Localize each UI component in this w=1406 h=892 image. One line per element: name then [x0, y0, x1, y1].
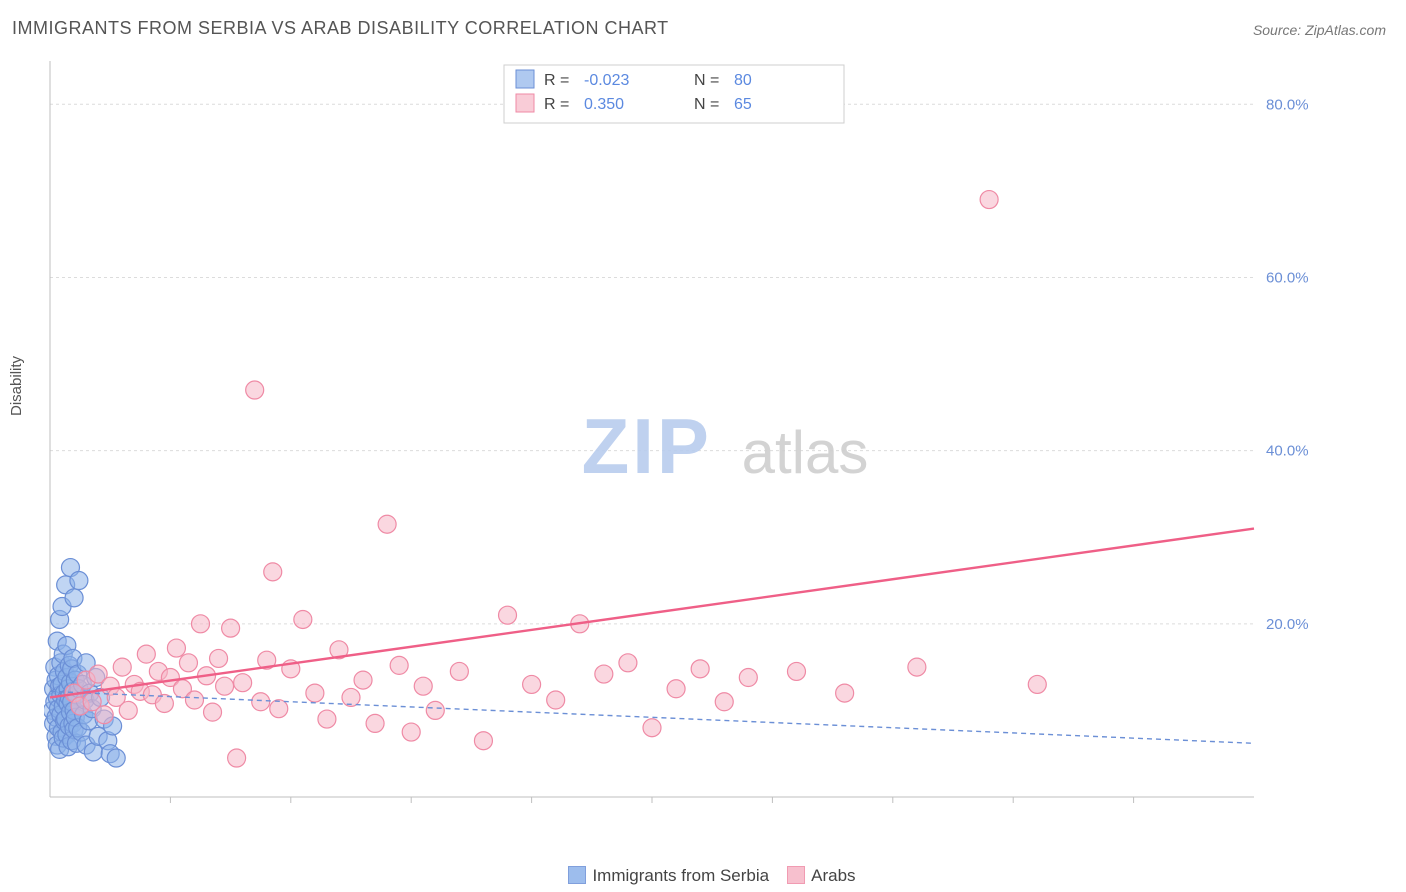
scatter-point [715, 693, 733, 711]
scatter-point [95, 706, 113, 724]
source-value: ZipAtlas.com [1305, 22, 1386, 38]
scatter-point [65, 589, 83, 607]
scatter-point [167, 639, 185, 657]
scatter-point [113, 658, 131, 676]
y-tick-label: 60.0% [1266, 269, 1309, 286]
scatter-point [270, 700, 288, 718]
legend-swatch [516, 70, 534, 88]
scatter-point [402, 723, 420, 741]
legend-series-label: Immigrants from Serbia [592, 866, 769, 885]
scatter-point [390, 656, 408, 674]
scatter-point [643, 719, 661, 737]
legend-swatch [516, 94, 534, 112]
scatter-point [264, 563, 282, 581]
scatter-point [179, 654, 197, 672]
scatter-point [523, 675, 541, 693]
legend-n-value: 65 [734, 96, 752, 113]
scatter-point [137, 645, 155, 663]
scatter-point [1028, 675, 1046, 693]
scatter-point [228, 749, 246, 767]
scatter-point [252, 693, 270, 711]
legend-series-label: Arabs [811, 866, 855, 885]
scatter-point [691, 660, 709, 678]
legend-n-value: 80 [734, 72, 752, 89]
scatter-point [306, 684, 324, 702]
series-serbia [44, 559, 125, 767]
scatter-point [318, 710, 336, 728]
chart-title: IMMIGRANTS FROM SERBIA VS ARAB DISABILIT… [12, 18, 669, 39]
legend-r-label: R = [544, 96, 569, 113]
trend-line-arabs [50, 529, 1254, 698]
legend-r-value: -0.023 [584, 72, 629, 89]
scatter-point [499, 606, 517, 624]
scatter-point [192, 615, 210, 633]
scatter-point [414, 677, 432, 695]
y-tick-label: 80.0% [1266, 96, 1309, 113]
legend-swatch [568, 866, 586, 884]
y-axis-label: Disability [8, 356, 25, 416]
scatter-point [216, 677, 234, 695]
scatter-point [426, 701, 444, 719]
scatter-point [354, 671, 372, 689]
scatter-point [547, 691, 565, 709]
plot-area: 20.0%40.0%60.0%80.0%ZIPatlas0.0%100.0%R … [44, 55, 1324, 815]
scatter-point [980, 191, 998, 209]
scatter-point [378, 515, 396, 533]
scatter-point [185, 691, 203, 709]
scatter-point [619, 654, 637, 672]
scatter-point [204, 703, 222, 721]
scatter-point [366, 714, 384, 732]
scatter-point [450, 662, 468, 680]
scatter-point [667, 680, 685, 698]
scatter-point [222, 619, 240, 637]
scatter-point [787, 662, 805, 680]
legend-r-value: 0.350 [584, 96, 624, 113]
legend-r-label: R = [544, 72, 569, 89]
legend-n-label: N = [694, 72, 719, 89]
scatter-point [595, 665, 613, 683]
scatter-point [210, 649, 228, 667]
scatter-point [739, 669, 757, 687]
scatter-point [119, 701, 137, 719]
scatter-point [70, 572, 88, 590]
scatter-point [246, 381, 264, 399]
source-label: Source: [1253, 22, 1301, 38]
y-tick-label: 40.0% [1266, 443, 1309, 460]
legend-n-label: N = [694, 96, 719, 113]
chart-container: IMMIGRANTS FROM SERBIA VS ARAB DISABILIT… [0, 0, 1406, 892]
scatter-point [294, 610, 312, 628]
y-tick-label: 20.0% [1266, 616, 1309, 633]
watermark-atlas: atlas [742, 419, 869, 486]
scatter-plot-svg: 20.0%40.0%60.0%80.0%ZIPatlas0.0%100.0%R … [44, 55, 1324, 815]
scatter-point [836, 684, 854, 702]
scatter-point [908, 658, 926, 676]
legend-swatch [787, 866, 805, 884]
source-credit: Source: ZipAtlas.com [1253, 22, 1386, 38]
bottom-legend: Immigrants from Serbia Arabs [0, 866, 1406, 886]
scatter-point [234, 674, 252, 692]
scatter-point [474, 732, 492, 750]
watermark-zip: ZIP [582, 402, 712, 490]
scatter-point [107, 749, 125, 767]
